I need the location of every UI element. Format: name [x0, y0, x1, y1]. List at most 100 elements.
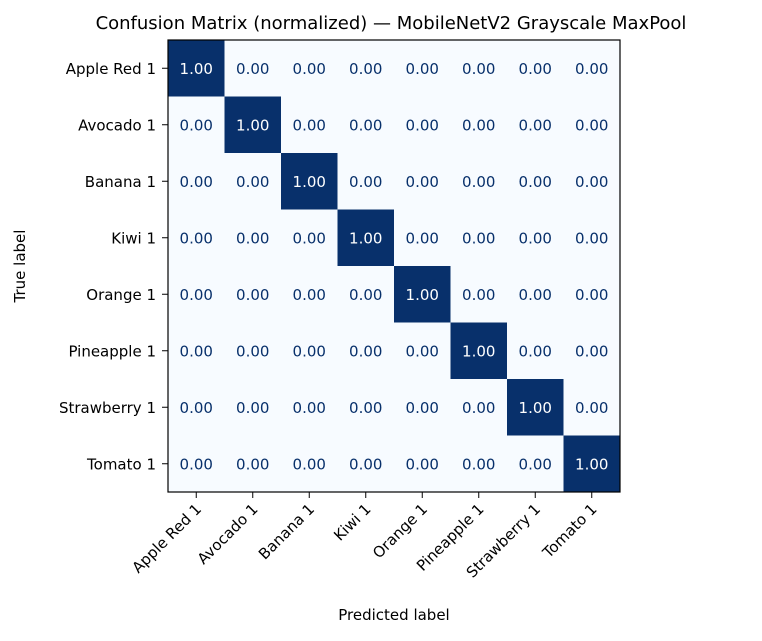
x-axis-label: Predicted label — [338, 606, 449, 624]
heatmap-cell-r0-c3 — [337, 40, 395, 97]
cell-value-label-r3-c7: 0.00 — [575, 229, 608, 247]
x-tick-label: Kiwi 1 — [330, 500, 374, 544]
cell-value-label-r2-c7: 0.00 — [575, 173, 608, 191]
cell-value-label-r2-c0: 0.00 — [180, 173, 213, 191]
cell-value-label-r1-c4: 0.00 — [406, 116, 439, 134]
cell-value-label-r5-c1: 0.00 — [236, 342, 269, 360]
heatmap-cell-r7-c5 — [450, 435, 508, 493]
heatmap-cell-r0-c1 — [224, 40, 282, 97]
cell-value-label-r4-c1: 0.00 — [236, 286, 269, 304]
cell-value-label-r7-c4: 0.00 — [406, 455, 439, 473]
heatmap-cell-r6-c6 — [507, 379, 564, 436]
cell-value-label-r0-c6: 0.00 — [519, 60, 552, 78]
heatmap-cell-r7-c2 — [281, 435, 338, 493]
cell-value-label-r7-c0: 0.00 — [180, 455, 213, 473]
heatmap-cell-r3-c3 — [337, 209, 395, 267]
x-tick-label: Banana 1 — [255, 500, 318, 563]
cell-value-label-r6-c4: 0.00 — [406, 399, 439, 417]
heatmap-cell-r3-c4 — [394, 209, 451, 267]
cell-value-label-r4-c5: 0.00 — [462, 286, 495, 304]
cell-value-label-r0-c3: 0.00 — [349, 60, 382, 78]
heatmap-cell-r6-c0 — [168, 379, 225, 436]
cell-value-label-r6-c7: 0.00 — [575, 399, 608, 417]
heatmap-cell-r0-c7 — [563, 40, 621, 97]
cell-value-label-r7-c1: 0.00 — [236, 455, 269, 473]
cell-value-label-r5-c0: 0.00 — [180, 342, 213, 360]
heatmap-cell-r3-c5 — [450, 209, 508, 267]
heatmap-cell-r4-c4 — [394, 266, 451, 323]
heatmap-cell-r4-c1 — [224, 266, 282, 323]
heatmap-cell-r0-c5 — [450, 40, 508, 97]
y-axis: Apple Red 1 Avocado 1 Banana 1 Kiwi 1 Orange… — [59, 60, 168, 473]
heatmap-cell-r7-c7 — [563, 435, 621, 493]
y-tick-label: Tomato 1 — [86, 455, 156, 473]
cell-value-label-r3-c1: 0.00 — [236, 229, 269, 247]
heatmap-cell-r2-c2 — [281, 153, 338, 210]
cell-value-label-r3-c3: 1.00 — [349, 229, 382, 247]
heatmap-cell-r1-c3 — [337, 96, 395, 154]
cell-value-label-r0-c0: 1.00 — [180, 60, 213, 78]
cell-value-label-r1-c0: 0.00 — [180, 116, 213, 134]
cell-value-label-r4-c6: 0.00 — [519, 286, 552, 304]
y-tick-label: Pineapple 1 — [68, 342, 156, 360]
cell-value-label-r4-c3: 0.00 — [349, 286, 382, 304]
cell-value-label-r3-c4: 0.00 — [406, 229, 439, 247]
cell-value-label-r5-c5: 1.00 — [462, 342, 495, 360]
heatmap-cell-r2-c3 — [337, 153, 395, 210]
x-tick-label: Apple Red 1 — [129, 500, 206, 577]
heatmap-cell-r1-c7 — [563, 96, 621, 154]
heatmap-cell-r2-c4 — [394, 153, 451, 210]
heatmap-cell-r6-c7 — [563, 379, 621, 436]
cell-value-label-r2-c2: 1.00 — [293, 173, 326, 191]
cell-value-label-r3-c2: 0.00 — [293, 229, 326, 247]
heatmap-cell-r5-c7 — [563, 322, 621, 380]
heatmap-cell-r1-c5 — [450, 96, 508, 154]
cell-value-label-r4-c0: 0.00 — [180, 286, 213, 304]
heatmap-cell-r7-c6 — [507, 435, 564, 493]
cell-value-label-r4-c2: 0.00 — [293, 286, 326, 304]
heatmap-cell-r2-c0 — [168, 153, 225, 210]
heatmap-cell-r3-c6 — [507, 209, 564, 267]
cell-value-label-r6-c0: 0.00 — [180, 399, 213, 417]
heatmap-cell-r6-c1 — [224, 379, 282, 436]
heatmap-cell-r5-c2 — [281, 322, 338, 380]
cell-value-label-r2-c4: 0.00 — [406, 173, 439, 191]
y-axis-label: True label — [11, 230, 29, 304]
heatmap-cell-r0-c0 — [168, 40, 225, 97]
cell-value-label-r2-c5: 0.00 — [462, 173, 495, 191]
cell-value-label-r5-c6: 0.00 — [519, 342, 552, 360]
cell-value-label-r6-c3: 0.00 — [349, 399, 382, 417]
cell-value-label-r7-c3: 0.00 — [349, 455, 382, 473]
cell-value-label-r4-c7: 0.00 — [575, 286, 608, 304]
heatmap-cell-r5-c0 — [168, 322, 225, 380]
heatmap-cells — [168, 40, 621, 493]
cell-value-label-r5-c7: 0.00 — [575, 342, 608, 360]
cell-value-label-r1-c6: 0.00 — [519, 116, 552, 134]
cell-value-label-r1-c3: 0.00 — [349, 116, 382, 134]
heatmap-cell-r5-c1 — [224, 322, 282, 380]
y-tick-label: Apple Red 1 — [66, 60, 156, 78]
cell-value-label-r0-c7: 0.00 — [575, 60, 608, 78]
heatmap-cell-r3-c1 — [224, 209, 282, 267]
heatmap-cell-r2-c5 — [450, 153, 508, 210]
heatmap-cell-r1-c0 — [168, 96, 225, 154]
heatmap-cell-r6-c3 — [337, 379, 395, 436]
heatmap-cell-r7-c3 — [337, 435, 395, 493]
chart-title: Confusion Matrix (normalized) — MobileNe… — [96, 13, 687, 34]
cell-value-label-r7-c7: 1.00 — [575, 455, 608, 473]
heatmap-cell-r2-c7 — [563, 153, 621, 210]
cell-value-label-r1-c2: 0.00 — [293, 116, 326, 134]
cell-value-label-r7-c2: 0.00 — [293, 455, 326, 473]
heatmap-cell-r0-c2 — [281, 40, 338, 97]
x-tick-label: Avocado 1 — [194, 500, 262, 568]
cell-value-label-r1-c1: 1.00 — [236, 116, 269, 134]
cell-value-label-r7-c6: 0.00 — [519, 455, 552, 473]
heatmap-cell-r2-c6 — [507, 153, 564, 210]
heatmap-cell-r4-c5 — [450, 266, 508, 323]
cell-value-label-r5-c3: 0.00 — [349, 342, 382, 360]
heatmap-cell-r7-c0 — [168, 435, 225, 493]
cell-value-label-r6-c1: 0.00 — [236, 399, 269, 417]
cell-value-label-r0-c5: 0.00 — [462, 60, 495, 78]
